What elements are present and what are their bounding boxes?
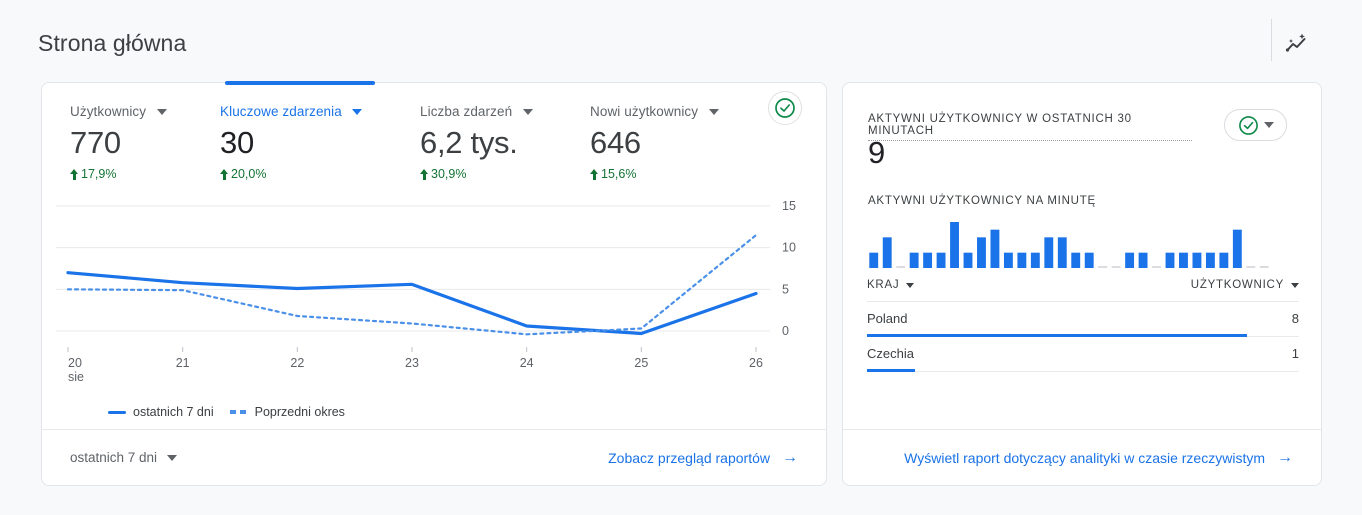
link-label: Wyświetl raport dotyczący analityki w cz…	[904, 449, 1265, 466]
overview-card-footer: ostatnich 7 dni Zobacz przegląd raportów…	[42, 429, 826, 485]
realtime-30min-label: AKTYWNI UŻYTKOWNICY W OSTATNICH 30 MINUT…	[868, 113, 1192, 141]
realtime-status-badge[interactable]	[1224, 109, 1287, 141]
column-header-country[interactable]: KRAJ	[867, 279, 915, 291]
table-row[interactable]: Czechia 1	[867, 337, 1299, 372]
metric-label: Użytkownicy	[70, 104, 147, 120]
metric-event-count[interactable]: Liczba zdarzeń 6,2 tys. 30,9%	[420, 103, 533, 181]
chevron-down-icon[interactable]	[352, 108, 363, 115]
legend-solid-swatch	[108, 410, 126, 414]
legend-label: ostatnich 7 dni	[133, 405, 214, 419]
table-row[interactable]: Poland 8	[867, 302, 1299, 337]
date-range-selector[interactable]: ostatnich 7 dni	[70, 450, 178, 465]
realtime-country-table: KRAJ UŻYTKOWNICY Poland 8 Czechia 1	[867, 279, 1299, 372]
chart-legend: ostatnich 7 dni Poprzedni okres	[108, 405, 345, 419]
arrow-up-icon	[420, 168, 429, 180]
realtime-card: AKTYWNI UŻYTKOWNICY W OSTATNICH 30 MINUT…	[842, 82, 1322, 486]
chevron-down-icon[interactable]	[1291, 282, 1299, 288]
metric-delta: 15,6%	[590, 167, 719, 181]
realtime-sparkline	[867, 216, 1271, 268]
row-users: 1	[1291, 346, 1299, 361]
metric-label: Nowi użytkownicy	[590, 104, 699, 120]
arrow-up-icon	[220, 168, 229, 180]
view-realtime-report-link[interactable]: Wyświetl raport dotyczący analityki w cz…	[904, 448, 1293, 466]
realtime-active-users-value: 9	[868, 135, 885, 170]
metric-delta: 17,9%	[70, 167, 167, 181]
page-header: Strona główna	[0, 0, 1362, 78]
chevron-down-icon[interactable]	[906, 282, 915, 288]
metric-value: 770	[70, 125, 121, 160]
svg-text:15: 15	[782, 199, 796, 213]
date-range-label: ostatnich 7 dni	[70, 450, 158, 465]
metric-delta-value: 15,6%	[601, 167, 637, 181]
arrow-up-icon	[70, 168, 79, 180]
insights-sparkle-icon[interactable]	[1283, 30, 1309, 56]
metric-delta-value: 20,0%	[231, 167, 267, 181]
svg-text:5: 5	[782, 282, 789, 296]
svg-text:20: 20	[68, 356, 82, 370]
column-header-users[interactable]: UŻYTKOWNICY	[1191, 279, 1299, 291]
active-metric-indicator	[225, 81, 375, 85]
svg-text:25: 25	[634, 356, 648, 370]
overview-card: Użytkownicy 770 17,9% Kluczowe zdarzenia…	[41, 81, 828, 486]
arrow-right-icon: →	[782, 448, 798, 466]
column-label: KRAJ	[867, 279, 900, 291]
arrow-right-icon: →	[1277, 448, 1293, 466]
legend-item-previous: Poprzedni okres	[229, 405, 345, 419]
metric-users[interactable]: Użytkownicy 770 17,9%	[70, 103, 167, 181]
legend-item-current: ostatnich 7 dni	[108, 405, 214, 419]
metric-key-events[interactable]: Kluczowe zdarzenia 30 20,0%	[220, 103, 363, 181]
row-progress-bar	[867, 369, 915, 372]
metric-delta-value: 30,9%	[431, 167, 467, 181]
view-reports-overview-link[interactable]: Zobacz przegląd raportów →	[608, 448, 798, 466]
svg-text:22: 22	[290, 356, 304, 370]
realtime-per-minute-label: AKTYWNI UŻYTKOWNICY NA MINUTĘ	[868, 195, 1096, 207]
row-users: 8	[1291, 311, 1299, 326]
chevron-down-icon[interactable]	[1263, 122, 1274, 128]
metrics-row: Użytkownicy 770 17,9% Kluczowe zdarzenia…	[42, 103, 826, 195]
arrow-up-icon	[590, 168, 599, 180]
svg-text:24: 24	[520, 356, 534, 370]
chevron-down-icon[interactable]	[522, 108, 533, 115]
check-circle-icon	[1238, 115, 1258, 135]
row-country: Czechia	[867, 346, 914, 361]
page-title: Strona główna	[38, 30, 187, 56]
metric-delta: 30,9%	[420, 167, 533, 181]
svg-text:23: 23	[405, 356, 419, 370]
metric-value: 646	[590, 125, 641, 160]
metric-delta: 20,0%	[220, 167, 362, 181]
chevron-down-icon[interactable]	[167, 454, 178, 461]
row-progress-bar	[867, 334, 1248, 337]
chevron-down-icon[interactable]	[708, 108, 719, 115]
trend-chart: 0 5 10 15 20 21 22 23 24 25 26 sie	[42, 193, 828, 383]
legend-dashed-swatch	[229, 410, 248, 414]
metric-label: Liczba zdarzeń	[420, 104, 513, 120]
metric-delta-value: 17,9%	[81, 167, 117, 181]
metric-value: 6,2 tys.	[420, 125, 518, 160]
chevron-down-icon[interactable]	[156, 108, 167, 115]
svg-text:21: 21	[176, 356, 190, 370]
svg-text:10: 10	[782, 241, 796, 255]
metric-new-users[interactable]: Nowi użytkownicy 646 15,6%	[590, 103, 719, 181]
link-label: Zobacz przegląd raportów	[608, 449, 770, 466]
realtime-card-footer: Wyświetl raport dotyczący analityki w cz…	[843, 429, 1321, 485]
legend-label: Poprzedni okres	[254, 405, 345, 419]
metric-label: Kluczowe zdarzenia	[220, 104, 342, 120]
svg-text:sie: sie	[68, 370, 84, 383]
row-country: Poland	[867, 311, 908, 326]
table-header-row: KRAJ UŻYTKOWNICY	[867, 279, 1299, 302]
svg-text:26: 26	[749, 356, 763, 370]
column-label: UŻYTKOWNICY	[1190, 279, 1284, 291]
check-circle-icon[interactable]	[768, 91, 802, 125]
header-divider	[1271, 19, 1272, 61]
metric-value: 30	[220, 125, 254, 160]
svg-text:0: 0	[782, 324, 789, 338]
